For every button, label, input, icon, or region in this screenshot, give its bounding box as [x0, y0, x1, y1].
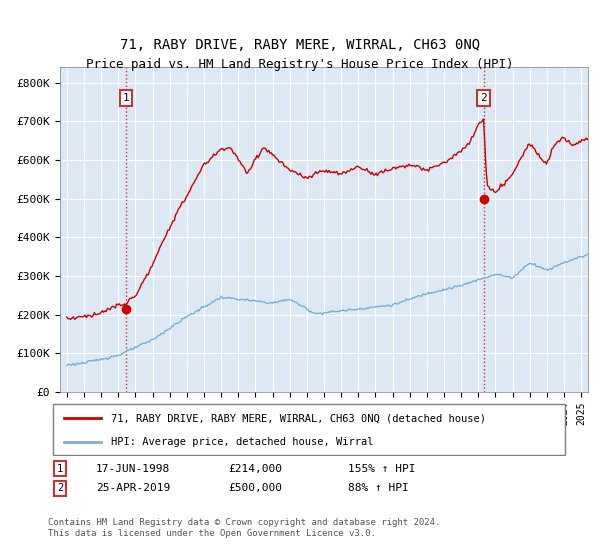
Text: Price paid vs. HM Land Registry's House Price Index (HPI): Price paid vs. HM Land Registry's House … — [86, 58, 514, 71]
Text: 2: 2 — [57, 483, 63, 493]
Text: 2: 2 — [480, 93, 487, 103]
Text: 71, RABY DRIVE, RABY MERE, WIRRAL, CH63 0NQ (detached house): 71, RABY DRIVE, RABY MERE, WIRRAL, CH63 … — [112, 413, 487, 423]
Text: 155% ↑ HPI: 155% ↑ HPI — [348, 464, 415, 474]
Text: Contains HM Land Registry data © Crown copyright and database right 2024.
This d: Contains HM Land Registry data © Crown c… — [48, 518, 440, 538]
Text: 1: 1 — [57, 464, 63, 474]
Text: 88% ↑ HPI: 88% ↑ HPI — [348, 483, 409, 493]
Text: 17-JUN-1998: 17-JUN-1998 — [96, 464, 170, 474]
Text: HPI: Average price, detached house, Wirral: HPI: Average price, detached house, Wirr… — [112, 436, 374, 446]
Text: 1: 1 — [123, 93, 130, 103]
Text: £214,000: £214,000 — [228, 464, 282, 474]
Text: 71, RABY DRIVE, RABY MERE, WIRRAL, CH63 0NQ: 71, RABY DRIVE, RABY MERE, WIRRAL, CH63 … — [120, 38, 480, 52]
Text: 25-APR-2019: 25-APR-2019 — [96, 483, 170, 493]
FancyBboxPatch shape — [53, 404, 565, 455]
Text: £500,000: £500,000 — [228, 483, 282, 493]
